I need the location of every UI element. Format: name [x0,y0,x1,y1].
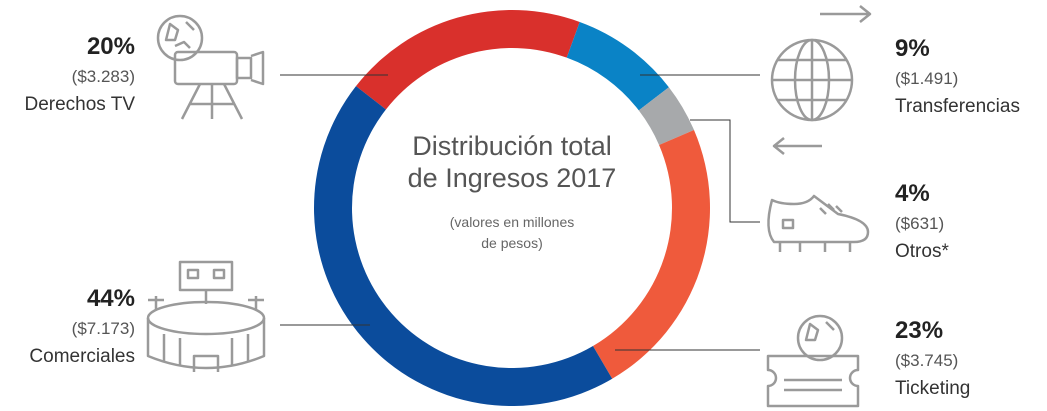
amount-label: ($3.745) [895,351,958,370]
category-label: Transferencias [895,96,1020,117]
category-label: Comerciales [29,346,135,367]
donut [313,9,710,406]
value-label: 23% [895,317,943,344]
globe-icon [770,5,872,155]
chart-title: Distribución total de Ingresos 2017 [407,131,617,193]
category-label: Otros* [895,241,949,262]
leader-lines [280,74,760,351]
donut-segment [638,87,694,145]
icons [146,5,872,408]
boot-icon [767,194,870,252]
value-label: 9% [895,35,930,62]
amount-label: ($1.491) [895,69,958,88]
center-text: Distribución total de Ingresos 2017 (val… [402,130,622,254]
value-label: 44% [87,285,135,312]
category-label: Ticketing [895,378,970,399]
value-label: 4% [895,180,930,207]
donut-segment [355,9,580,110]
donut-segment [592,129,710,379]
camera-icon [156,14,265,120]
amount-label: ($3.283) [72,67,135,86]
amount-label: ($631) [895,214,944,233]
chart-subtitle: (valores en millones de pesos) [449,214,575,251]
category-label: Derechos TV [24,94,135,115]
value-label: 20% [87,33,135,60]
donut-segment [313,86,613,406]
stadium-icon [146,260,266,372]
leader-line [690,119,760,223]
amount-label: ($7.173) [72,319,135,338]
ticket-icon [766,314,860,408]
donut-segment [566,21,669,111]
